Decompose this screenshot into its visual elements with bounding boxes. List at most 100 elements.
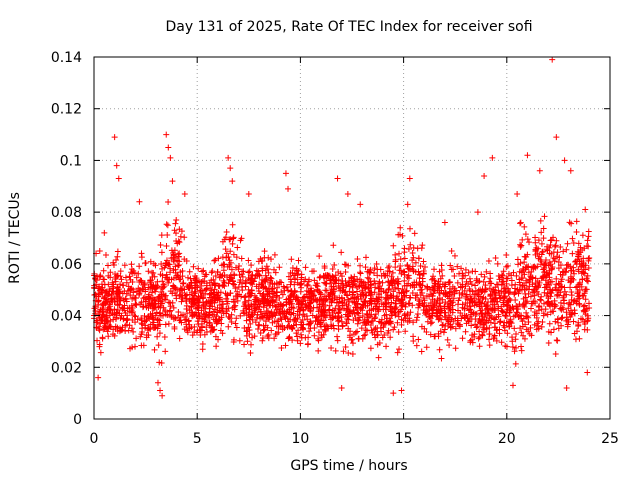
data-point	[462, 283, 469, 290]
data-point	[492, 255, 499, 262]
data-point	[188, 280, 195, 287]
data-point	[279, 291, 286, 298]
data-point	[341, 305, 348, 312]
data-point	[177, 233, 184, 240]
data-point	[548, 290, 555, 297]
data-point	[563, 246, 570, 253]
data-point	[242, 280, 249, 287]
data-point	[506, 309, 513, 316]
data-point	[522, 294, 529, 301]
data-point	[504, 262, 511, 269]
data-point	[322, 298, 329, 305]
data-point	[128, 285, 135, 292]
data-point	[366, 298, 373, 305]
data-point	[323, 287, 330, 294]
data-point	[200, 267, 207, 274]
data-point	[536, 167, 543, 174]
data-point	[159, 278, 166, 285]
data-point	[563, 291, 570, 298]
data-point	[407, 241, 414, 248]
data-point	[273, 296, 280, 303]
data-point	[232, 320, 239, 327]
data-point	[514, 309, 521, 316]
data-point	[436, 315, 443, 322]
data-point	[114, 302, 121, 309]
data-point	[168, 247, 175, 254]
data-point	[354, 309, 361, 316]
data-point	[163, 243, 170, 250]
data-point	[386, 263, 393, 270]
data-point	[343, 282, 350, 289]
data-point	[245, 257, 252, 264]
data-point	[311, 288, 318, 295]
data-point	[216, 283, 223, 290]
data-point	[570, 298, 577, 305]
data-point	[113, 256, 120, 263]
data-point	[410, 337, 417, 344]
data-point	[532, 234, 539, 241]
data-point	[423, 344, 430, 351]
data-point	[500, 295, 507, 302]
data-point	[220, 301, 227, 308]
data-point	[506, 323, 513, 330]
data-point	[337, 307, 344, 313]
data-point	[430, 273, 437, 280]
data-point	[490, 307, 497, 314]
data-point	[395, 313, 402, 320]
data-point	[342, 269, 349, 276]
y-tick-label: 0.08	[51, 205, 82, 221]
data-point	[325, 292, 332, 299]
data-point	[509, 343, 516, 350]
data-point	[285, 273, 292, 280]
data-point	[560, 294, 567, 301]
data-point	[503, 303, 510, 310]
data-point	[231, 306, 238, 313]
data-point	[447, 324, 454, 331]
data-point	[117, 295, 124, 302]
data-point	[541, 265, 548, 272]
data-point	[416, 302, 423, 309]
data-point	[363, 254, 370, 261]
data-point	[469, 298, 476, 305]
data-point	[482, 286, 489, 293]
data-point	[483, 268, 490, 275]
data-point	[398, 387, 405, 394]
data-point	[206, 322, 213, 329]
data-point	[307, 325, 314, 332]
data-point	[541, 213, 548, 220]
data-point	[441, 305, 448, 312]
data-point	[362, 331, 369, 338]
data-point	[263, 263, 270, 270]
data-point	[498, 307, 505, 314]
data-point	[164, 232, 171, 239]
data-point	[334, 333, 341, 340]
data-point	[92, 275, 99, 282]
data-point	[387, 318, 394, 325]
data-point	[526, 276, 533, 283]
data-point	[234, 293, 241, 300]
data-point	[199, 278, 206, 285]
data-point	[326, 306, 333, 313]
data-point	[103, 309, 110, 316]
data-point	[551, 258, 558, 265]
data-point	[193, 313, 200, 320]
data-point	[175, 309, 182, 316]
data-point	[540, 248, 547, 255]
data-point	[409, 263, 416, 270]
data-point	[534, 250, 541, 257]
data-point	[558, 322, 565, 329]
data-point	[487, 275, 494, 282]
data-point	[157, 271, 164, 278]
data-point	[157, 309, 164, 316]
data-point	[396, 346, 403, 353]
data-point	[229, 240, 236, 247]
data-point	[263, 285, 270, 292]
data-point	[116, 328, 123, 335]
data-point	[152, 301, 159, 308]
data-point	[504, 306, 511, 313]
data-point	[520, 332, 527, 339]
data-point	[224, 298, 231, 305]
data-point	[261, 248, 268, 255]
data-point	[375, 354, 382, 361]
